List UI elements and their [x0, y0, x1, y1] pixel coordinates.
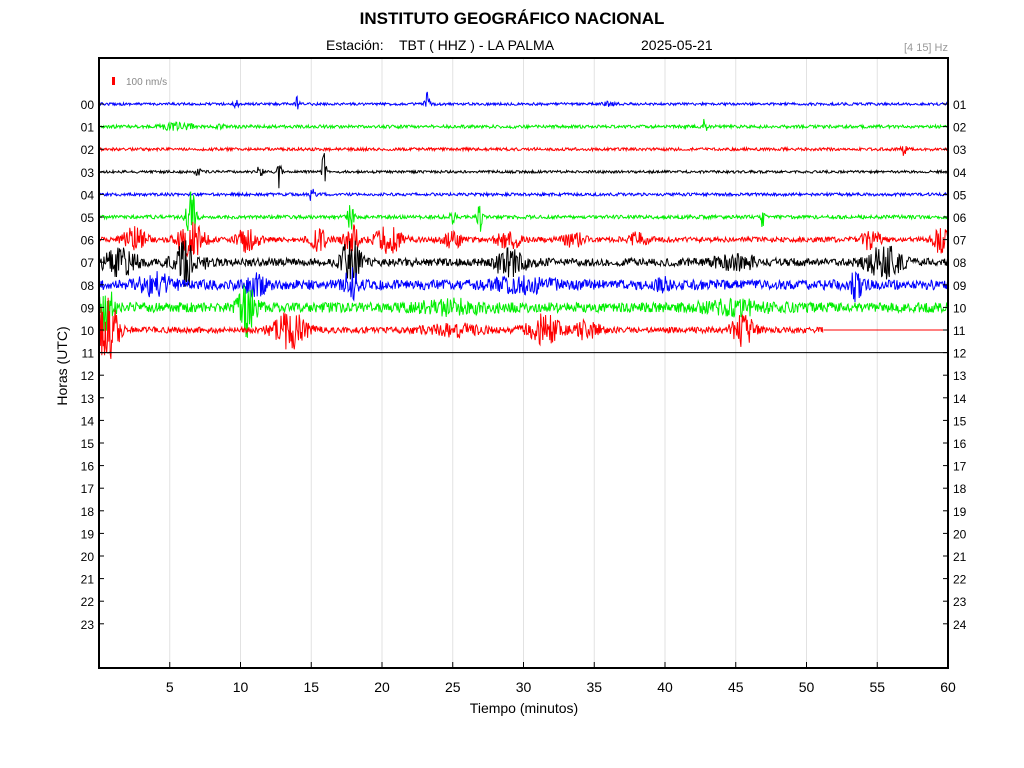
- x-tick-label: 40: [657, 679, 673, 695]
- right-hour-label: 22: [953, 573, 967, 587]
- x-tick-label: 10: [233, 679, 249, 695]
- left-hour-label: 07: [81, 256, 95, 270]
- left-hour-label: 04: [81, 188, 95, 202]
- left-hour-label: 22: [81, 595, 95, 609]
- x-tick-label: 55: [869, 679, 885, 695]
- trace-hour-01: [98, 118, 948, 132]
- right-hour-label: 17: [953, 460, 967, 474]
- right-hour-label: 23: [953, 595, 967, 609]
- x-tick-label: 45: [728, 679, 744, 695]
- station-name: TBT ( HHZ ) - LA PALMA: [399, 37, 555, 53]
- trace-hour-03: [98, 153, 948, 189]
- trace-hour-00: [98, 91, 948, 110]
- right-hour-label: 21: [953, 550, 967, 564]
- right-hour-label: 03: [953, 143, 967, 157]
- right-hour-label: 07: [953, 234, 967, 248]
- trace-hour-04: [98, 188, 948, 201]
- right-hour-label: 13: [953, 369, 967, 383]
- left-hour-label: 01: [81, 121, 95, 135]
- left-hour-label: 08: [81, 279, 95, 293]
- trace-hour-09: [98, 284, 948, 338]
- chart-title: INSTITUTO GEOGRÁFICO NACIONAL: [359, 9, 665, 28]
- right-hour-label: 08: [953, 256, 967, 270]
- trace-hour-06: [98, 221, 948, 258]
- right-hour-label: 20: [953, 527, 967, 541]
- record-date: 2025-05-21: [641, 37, 713, 53]
- left-hour-label: 16: [81, 460, 95, 474]
- x-axis-label: Tiempo (minutos): [469, 700, 579, 716]
- x-tick-label: 15: [303, 679, 319, 695]
- left-hour-label: 17: [81, 482, 95, 496]
- x-tick-label: 60: [940, 679, 956, 695]
- trace-hour-10: [98, 297, 824, 359]
- right-hour-label: 15: [953, 414, 967, 428]
- left-hour-label: 02: [81, 143, 95, 157]
- left-hour-label: 10: [81, 324, 95, 338]
- trace-hour-05: [98, 191, 948, 232]
- x-tick-label: 25: [445, 679, 461, 695]
- right-hour-label: 14: [953, 392, 967, 406]
- right-hour-label: 02: [953, 121, 967, 135]
- right-hour-label: 19: [953, 505, 967, 519]
- x-tick-label: 20: [374, 679, 390, 695]
- x-tick-label: 5: [166, 679, 174, 695]
- scale-label: 100 nm/s: [126, 77, 167, 88]
- right-hour-label: 10: [953, 301, 967, 315]
- left-hour-label: 13: [81, 392, 95, 406]
- right-hour-label: 05: [953, 188, 967, 202]
- right-hour-label: 06: [953, 211, 967, 225]
- left-hour-label: 00: [81, 98, 95, 112]
- left-hour-label: 15: [81, 437, 95, 451]
- right-hour-label: 24: [953, 618, 967, 632]
- left-hour-label: 20: [81, 550, 95, 564]
- x-tick-label: 30: [516, 679, 532, 695]
- x-tick-label: 50: [799, 679, 815, 695]
- right-hour-label: 04: [953, 166, 967, 180]
- right-hour-label: 09: [953, 279, 967, 293]
- right-hour-label: 16: [953, 437, 967, 451]
- left-hour-label: 03: [81, 166, 95, 180]
- station-prefix: Estación:: [326, 37, 384, 53]
- trace-hour-02: [98, 145, 948, 156]
- filter-band: [4 15] Hz: [903, 42, 948, 54]
- left-hour-label: 12: [81, 369, 95, 383]
- right-hour-label: 18: [953, 482, 967, 496]
- left-hour-label: 06: [81, 234, 95, 248]
- right-hour-label: 12: [953, 347, 967, 361]
- trace-hour-07: [98, 240, 948, 287]
- left-hour-label: 14: [81, 414, 95, 428]
- right-hour-label: 11: [953, 324, 966, 338]
- left-hour-label: 09: [81, 301, 95, 315]
- scale-bar: [112, 77, 115, 85]
- left-hour-label: 11: [82, 347, 95, 361]
- right-hour-label: 01: [953, 98, 967, 112]
- left-hour-label: 18: [81, 505, 95, 519]
- x-tick-label: 35: [586, 679, 602, 695]
- trace-hour-08: [98, 267, 948, 303]
- left-hour-label: 19: [81, 527, 95, 541]
- left-hour-label: 23: [81, 618, 95, 632]
- left-hour-label: 21: [81, 573, 95, 587]
- left-hour-label: 05: [81, 211, 95, 225]
